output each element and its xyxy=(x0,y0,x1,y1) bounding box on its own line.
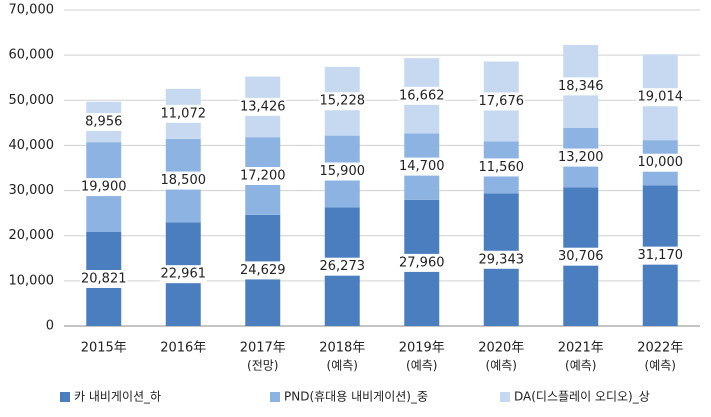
y-tick-label: 20,000 xyxy=(9,228,55,243)
label-band xyxy=(318,92,366,111)
x-tick-label: 2018年 xyxy=(319,341,365,356)
y-tick-label: 0 xyxy=(46,319,54,334)
x-tick-label: 2017年 xyxy=(240,341,286,356)
label-band xyxy=(477,92,525,111)
label-band xyxy=(557,148,605,167)
label-band xyxy=(477,250,525,269)
legend-label: PND(휴대용 내비게이션)_중 xyxy=(284,390,428,404)
x-tick-note: (예측) xyxy=(565,359,596,373)
label-band xyxy=(477,158,525,177)
y-tick-label: 50,000 xyxy=(9,93,55,108)
x-tick-note: (예측) xyxy=(406,359,437,373)
legend-swatch xyxy=(60,392,70,402)
value-label: 27,960 xyxy=(399,255,445,270)
value-label: 11,072 xyxy=(161,106,207,121)
value-label: 15,228 xyxy=(320,94,366,109)
y-tick-label: 10,000 xyxy=(9,273,55,288)
legend-label: 카 내비게이션_하 xyxy=(74,390,161,404)
label-band xyxy=(636,88,684,107)
y-tick-label: 30,000 xyxy=(9,183,55,198)
value-label: 24,629 xyxy=(240,263,286,278)
y-tick-label: 60,000 xyxy=(9,48,55,63)
value-label: 11,560 xyxy=(479,160,525,175)
value-label: 8,956 xyxy=(85,114,122,129)
x-tick-label: 2022年 xyxy=(637,341,683,356)
label-band xyxy=(557,77,605,96)
x-tick-label: 2020年 xyxy=(478,341,524,356)
label-band xyxy=(159,171,207,190)
label-band xyxy=(398,157,446,176)
label-band xyxy=(239,261,287,280)
x-tick-note: (예측) xyxy=(327,359,358,373)
x-tick-note: (전망) xyxy=(247,359,278,373)
value-label: 13,200 xyxy=(558,150,604,165)
value-label: 19,014 xyxy=(638,90,684,105)
label-band xyxy=(239,97,287,116)
label-band xyxy=(239,166,287,185)
label-band xyxy=(398,253,446,272)
value-label: 30,706 xyxy=(558,249,604,264)
value-label: 22,961 xyxy=(161,267,207,282)
label-band xyxy=(636,153,684,172)
label-band xyxy=(398,86,446,105)
legend-swatch xyxy=(270,392,280,402)
x-tick-label: 2021年 xyxy=(558,341,604,356)
value-label: 19,900 xyxy=(81,180,127,195)
value-label: 18,500 xyxy=(161,173,207,188)
value-label: 14,700 xyxy=(399,159,445,174)
value-label: 31,170 xyxy=(638,248,684,263)
value-label: 13,426 xyxy=(240,99,286,114)
value-label: 16,662 xyxy=(399,88,445,103)
label-band xyxy=(557,247,605,266)
value-label: 18,346 xyxy=(558,79,604,94)
value-label: 15,900 xyxy=(320,164,366,179)
value-label: 29,343 xyxy=(479,252,525,267)
value-label: 17,200 xyxy=(240,168,286,183)
label-band xyxy=(636,246,684,265)
value-label: 26,273 xyxy=(320,259,366,274)
label-band xyxy=(159,104,207,123)
label-band xyxy=(80,270,128,289)
label-band xyxy=(318,257,366,276)
label-band xyxy=(159,265,207,284)
label-band xyxy=(318,162,366,181)
legend-swatch xyxy=(500,392,510,402)
x-tick-label: 2019年 xyxy=(399,341,445,356)
value-label: 17,676 xyxy=(479,94,525,109)
label-band xyxy=(80,112,128,131)
x-tick-label: 2016年 xyxy=(160,341,206,356)
label-band xyxy=(80,178,128,197)
x-tick-label: 2015年 xyxy=(81,341,127,356)
y-tick-label: 40,000 xyxy=(9,138,55,153)
x-tick-note: (예측) xyxy=(645,359,676,373)
legend-label: DA(디스플레이 오디오)_상 xyxy=(514,390,650,404)
x-tick-note: (예측) xyxy=(486,359,517,373)
y-tick-label: 70,000 xyxy=(9,3,55,18)
value-label: 10,000 xyxy=(638,155,684,170)
value-label: 20,821 xyxy=(81,272,127,287)
